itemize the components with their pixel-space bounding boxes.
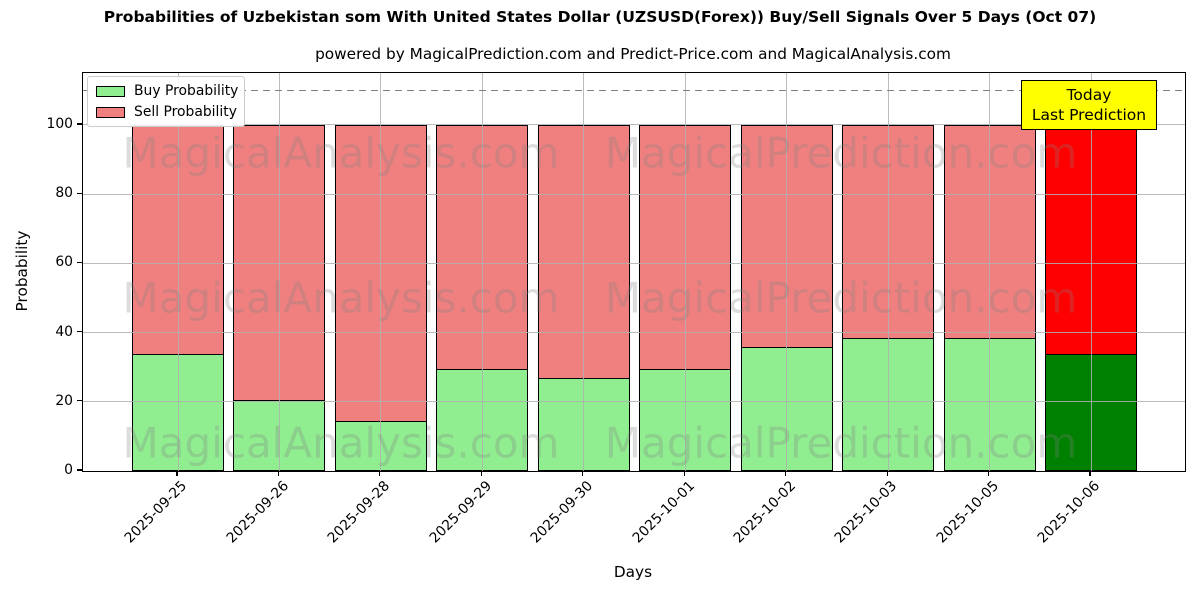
x-tick-label-text-2025-09-30: 2025-09-30	[527, 478, 597, 547]
y-tick-mark-100	[77, 123, 82, 125]
v-gridline-2025-09-29	[481, 73, 483, 471]
v-gridline-2025-09-30	[583, 73, 585, 471]
x-axis-label: Days	[613, 563, 653, 581]
y-tick-label-20: 20	[55, 392, 73, 409]
buy-probability-swatch-icon	[96, 85, 125, 97]
x-tick-mark-2025-10-01	[683, 471, 685, 476]
x-tick-label-text-2025-09-26: 2025-09-26	[223, 478, 292, 547]
legend-item-sell: Sell Probability	[96, 104, 237, 120]
today-annotation-box: Today Last Prediction	[1021, 80, 1157, 130]
watermark-right-0: MagicalPrediction.com	[604, 128, 1078, 178]
y-tick-mark-60	[77, 261, 82, 263]
y-tick-mark-80	[77, 192, 82, 194]
x-tick-mark-2025-09-30	[582, 471, 584, 476]
plot-area: MagicalAnalysis.com MagicalPrediction.com…	[82, 72, 1186, 472]
x-tick-label-text-2025-09-28: 2025-09-28	[324, 478, 394, 547]
x-tick-mark-2025-09-25	[176, 471, 178, 476]
watermark-left-0: MagicalAnalysis.com	[122, 128, 560, 178]
v-gridline-2025-09-25	[177, 73, 179, 471]
x-tick-label-text-2025-10-01: 2025-10-01	[629, 478, 698, 547]
y-tick-label-80: 80	[55, 185, 73, 202]
x-tick-label-text-2025-10-06: 2025-10-06	[1034, 478, 1104, 547]
legend-label-buy: Buy Probability	[134, 83, 239, 99]
y-tick-mark-0	[77, 469, 82, 471]
y-tick-mark-40	[77, 330, 82, 333]
h-gridline-40	[83, 332, 1185, 334]
h-gridline-0	[83, 470, 1185, 471]
y-tick-label-60: 60	[55, 254, 73, 271]
x-tick-label-text-2025-09-25: 2025-09-25	[121, 478, 191, 547]
x-tick-label-text-2025-09-29: 2025-09-29	[426, 478, 495, 547]
x-tick-mark-2025-09-28	[379, 471, 381, 476]
v-gridline-2025-09-26	[278, 73, 280, 471]
sell-probability-swatch-icon	[96, 106, 125, 118]
legend: Buy Probability Sell Probability	[87, 76, 245, 127]
dashed-reference-line	[83, 89, 1185, 91]
x-tick-label-text-2025-10-03: 2025-10-03	[832, 478, 901, 547]
x-tick-mark-2025-09-26	[277, 471, 280, 476]
y-tick-label-0: 0	[64, 462, 73, 478]
v-gridline-2025-10-03	[887, 73, 889, 471]
x-tick-label-text-2025-10-05: 2025-10-05	[933, 478, 1002, 547]
x-tick-mark-2025-09-29	[480, 471, 482, 476]
h-gridline-100	[83, 124, 1185, 126]
x-tick-mark-2025-10-05	[988, 471, 990, 476]
y-tick-mark-20	[77, 400, 82, 402]
y-tick-label-40: 40	[55, 323, 73, 340]
h-gridline-80	[83, 193, 1185, 195]
v-gridline-2025-09-28	[380, 73, 382, 471]
annotation-line-1: Today	[1066, 85, 1112, 104]
v-gridline-2025-10-06	[1090, 73, 1092, 471]
chart-subtitle: powered by MagicalPrediction.com and Pre…	[315, 45, 951, 63]
x-tick-label-text-2025-10-02: 2025-10-02	[730, 478, 800, 547]
watermark-right-2: MagicalPrediction.com	[604, 418, 1078, 468]
annotation-line-2: Last Prediction	[1031, 106, 1147, 124]
x-tick-mark-2025-10-02	[785, 471, 787, 476]
v-gridline-2025-10-01	[684, 73, 686, 471]
y-tick-label-100: 100	[46, 115, 73, 132]
chart-title: Probabilities of Uzbekistan som With Uni…	[103, 8, 1097, 26]
v-gridline-2025-10-02	[786, 73, 788, 471]
legend-label-sell: Sell Probability	[134, 104, 237, 120]
watermark-left-1: MagicalAnalysis.com	[122, 273, 560, 323]
x-tick-mark-2025-10-06	[1089, 471, 1091, 476]
watermark-left-2: MagicalAnalysis.com	[122, 418, 560, 468]
h-gridline-20	[83, 401, 1185, 403]
x-tick-mark-2025-10-03	[886, 471, 888, 476]
legend-item-buy: Buy Probability	[96, 83, 239, 99]
v-gridline-2025-10-05	[989, 73, 991, 471]
watermark-right-1: MagicalPrediction.com	[604, 273, 1078, 323]
h-gridline-60	[83, 262, 1185, 264]
